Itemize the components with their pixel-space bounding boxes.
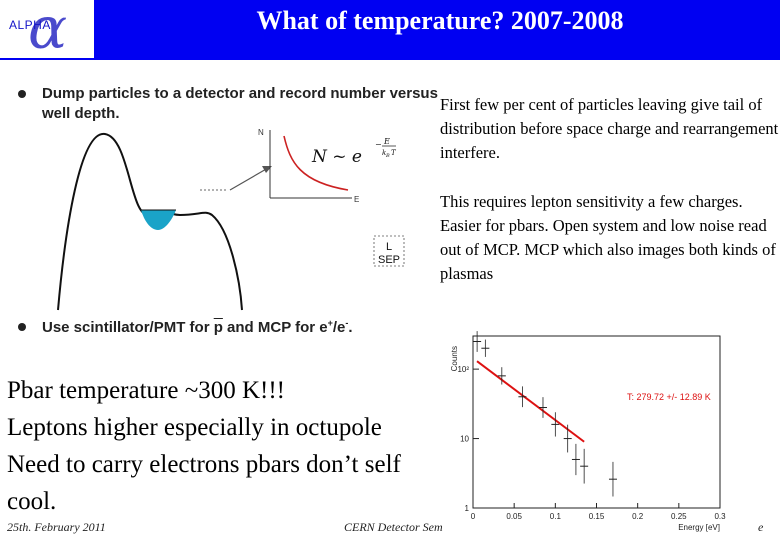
title-bar: α ALPHA What of temperature? 2007-2008 xyxy=(0,0,780,62)
formula-minus: − xyxy=(375,140,382,149)
conclusion-line: Need to carry electrons pbars don’t self xyxy=(7,451,401,478)
bullet-dot-icon xyxy=(18,90,26,98)
bullet2-prefix: Use scintillator/PMT for xyxy=(42,319,214,336)
conclusion-line: Leptons higher especially in octupole xyxy=(7,414,382,441)
bullet2-sup-plus: + xyxy=(327,318,333,328)
plasma-fill xyxy=(141,210,176,230)
exp-decay-curve xyxy=(283,135,349,191)
conclusion-line: cool. xyxy=(7,488,57,515)
y-tick-label: 1 xyxy=(465,504,470,513)
bullet2-pbar: p xyxy=(213,319,223,336)
bullet2-slash: /e xyxy=(332,319,346,336)
x-tick-label: 0.05 xyxy=(506,512,522,521)
fit-temperature-label: T: 279.72 +/- 12.89 K xyxy=(627,392,711,402)
footer-event: CERN Detector Sem xyxy=(344,520,443,534)
formula-exp-t: T xyxy=(391,149,397,157)
detector-box xyxy=(373,235,405,267)
hist-frame xyxy=(472,335,721,509)
bullet2-suffix: and MCP for e xyxy=(222,319,328,336)
conclusions-block: Pbar temperature ~300 K!!! Leptons highe… xyxy=(7,372,401,520)
arrow-line xyxy=(229,167,269,191)
formula-base: N ~ e xyxy=(311,147,362,167)
bullet2-sup-minus: - xyxy=(345,318,349,328)
well-diagram: N E N ~ e − E k B T L SEP xyxy=(57,128,405,311)
slide-title: What of temperature? 2007-2008 xyxy=(256,6,624,35)
x-tick-label: 0.25 xyxy=(671,512,687,521)
bullet-dump-particles: Dump particles to a detector and record … xyxy=(18,84,438,124)
temperature-histogram: 0 0.05 0.1 0.15 0.2 0.25 0.3 1 10 10² Energy [eV] C… xyxy=(425,320,763,540)
bullet-text: Dump particles to a detector and record … xyxy=(42,85,438,122)
footer-right: e xyxy=(758,520,764,534)
conclusion-line: Pbar temperature ~300 K!!! xyxy=(7,377,286,404)
bullet-dot-icon xyxy=(18,323,26,331)
formula-exp-num: E xyxy=(383,137,390,146)
alpha-symbol-icon: α xyxy=(28,0,68,62)
detector-label-l: L xyxy=(386,241,392,253)
y-tick-label: 10 xyxy=(460,435,469,444)
histogram-svg: 0 0.05 0.1 0.15 0.2 0.25 0.3 1 10 10² Energy [eV] C… xyxy=(450,331,726,532)
x-tick-label: 0 xyxy=(471,512,476,521)
bullet-scintillator: Use scintillator/PMT for p and MCP for e… xyxy=(18,318,353,336)
right-paragraph-2: This requires lepton sensitivity a few c… xyxy=(440,192,776,283)
y-tick-label: 10² xyxy=(457,365,469,374)
x-tick-label: 0.3 xyxy=(714,512,726,521)
y-axis-label: Counts xyxy=(450,346,459,371)
fit-line xyxy=(476,360,585,443)
formula-exp-k: k xyxy=(382,149,386,157)
inset-e-label: E xyxy=(354,195,359,204)
bullet2-end: . xyxy=(348,319,353,336)
formula-exp-b: B xyxy=(385,153,390,159)
x-tick-label: 0.15 xyxy=(589,512,605,521)
detector-label-sep: SEP xyxy=(378,254,400,266)
footer-date: 25th. February 2011 xyxy=(7,520,106,534)
x-tick-label: 0.1 xyxy=(550,512,562,521)
right-paragraph-1: First few per cent of particles leaving … xyxy=(440,95,779,162)
x-tick-label: 0.2 xyxy=(632,512,644,521)
alpha-logo: α ALPHA xyxy=(0,0,96,62)
x-axis-label: Energy [eV] xyxy=(678,523,720,532)
logo-text: ALPHA xyxy=(9,18,51,32)
inset-n-label: N xyxy=(258,128,264,137)
